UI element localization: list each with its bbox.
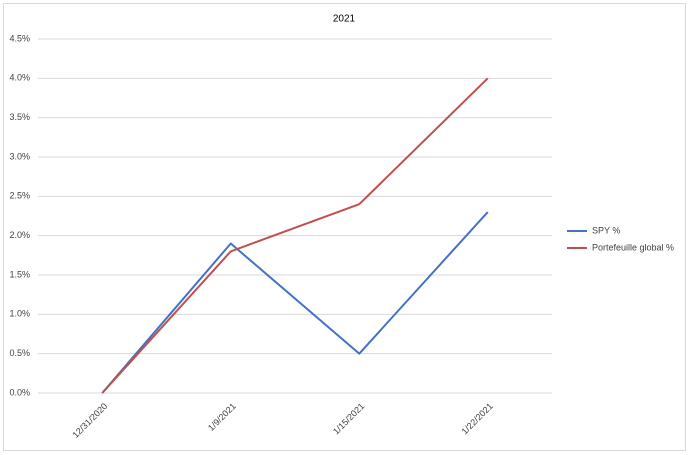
- chart-border: [3, 3, 686, 451]
- y-tick-label: 1.0%: [9, 309, 30, 319]
- chart-title: 2021: [333, 14, 356, 25]
- series-line: [101, 211, 489, 394]
- y-tick-label: 3.5%: [9, 112, 30, 122]
- y-tick-label: 4.0%: [9, 73, 30, 83]
- y-tick-label: 1.5%: [9, 269, 30, 279]
- series-line: [101, 77, 489, 394]
- legend-label: SPY %: [592, 225, 620, 235]
- y-tick-label: 2.0%: [9, 230, 30, 240]
- y-tick-label: 3.0%: [9, 151, 30, 161]
- y-tick-label: 0.5%: [9, 348, 30, 358]
- y-tick-label: 0.0%: [9, 387, 30, 397]
- y-tick-label: 2.5%: [9, 191, 30, 201]
- y-tick-label: 4.5%: [9, 33, 30, 43]
- legend-label: Portefeuille global %: [592, 242, 674, 252]
